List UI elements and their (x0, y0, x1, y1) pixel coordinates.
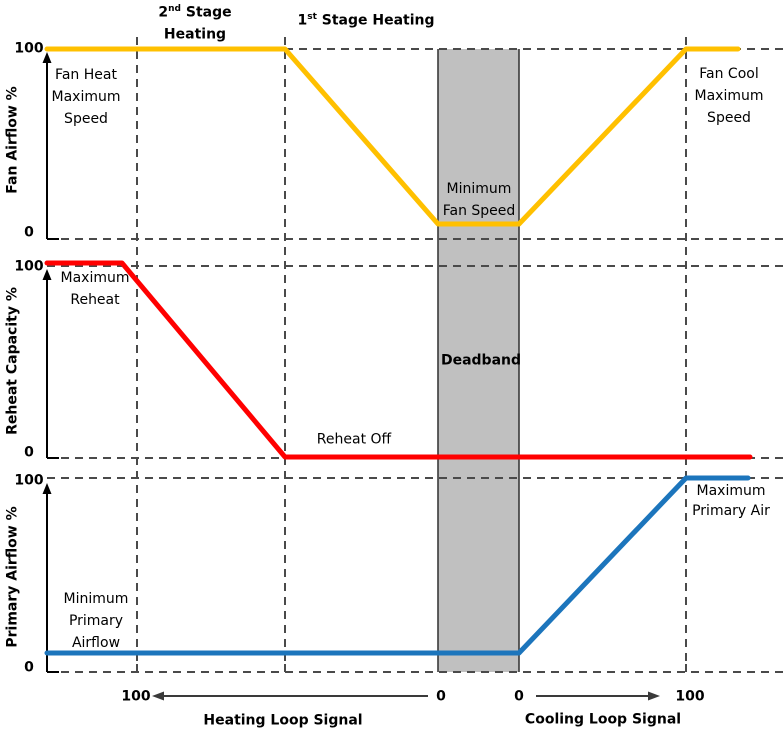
stage2-number: 2 (158, 4, 169, 21)
annotation-minimum-primary-airflow: Minimum Primary Airflow (63, 591, 129, 651)
primary-ymin-tick: 0 (24, 659, 34, 676)
reheat-ymin-tick: 0 (24, 444, 34, 461)
stage2-heading-line1: 2nd Stage (158, 3, 231, 24)
cooling-loop-axis-title: Cooling Loop Signal (524, 711, 682, 728)
reheat-ymax-tick: 100 (14, 258, 44, 275)
annotation-maximum-reheat: Maximum Reheat (60, 270, 130, 308)
annotation-fan-cool-max-speed: Fan Cool Maximum Speed (694, 66, 764, 126)
annotation-reheat-off: Reheat Off (316, 431, 392, 448)
heating-loop-axis-title: Heating Loop Signal (203, 712, 363, 729)
reheat-y-axis-title: Reheat Capacity % (4, 287, 21, 435)
cooling-100-tick: 100 (675, 688, 705, 705)
heating-100-tick: 100 (121, 688, 151, 705)
fan-y-axis-title: Fan Airflow % (4, 86, 21, 194)
primary-ymax-tick: 100 (14, 472, 44, 489)
stage1-number: 1 (297, 12, 308, 29)
cooling-0-tick: 0 (514, 688, 524, 705)
stage1-superscript: st (307, 11, 317, 22)
fan-ymax-tick: 100 (14, 40, 44, 57)
stage2-rest: Stage (180, 4, 232, 21)
annotation-deadband: Deadband (440, 352, 522, 369)
stage1-rest: Stage Heating (316, 12, 435, 29)
fan-ymin-tick: 0 (24, 224, 34, 241)
heating-0-tick: 0 (436, 688, 446, 705)
primary-y-axis-title: Primary Airflow % (4, 506, 21, 648)
annotation-minimum-fan-speed: Minimum Fan Speed (442, 181, 516, 219)
stage2-superscript: nd (168, 3, 181, 14)
annotation-maximum-primary-air: Maximum Primary Air (692, 483, 770, 519)
stage1-heading: 1st Stage Heating (297, 11, 434, 32)
annotation-fan-heat-max-speed: Fan Heat Maximum Speed (51, 67, 121, 127)
stage2-heading-line2: Heating (163, 26, 227, 43)
